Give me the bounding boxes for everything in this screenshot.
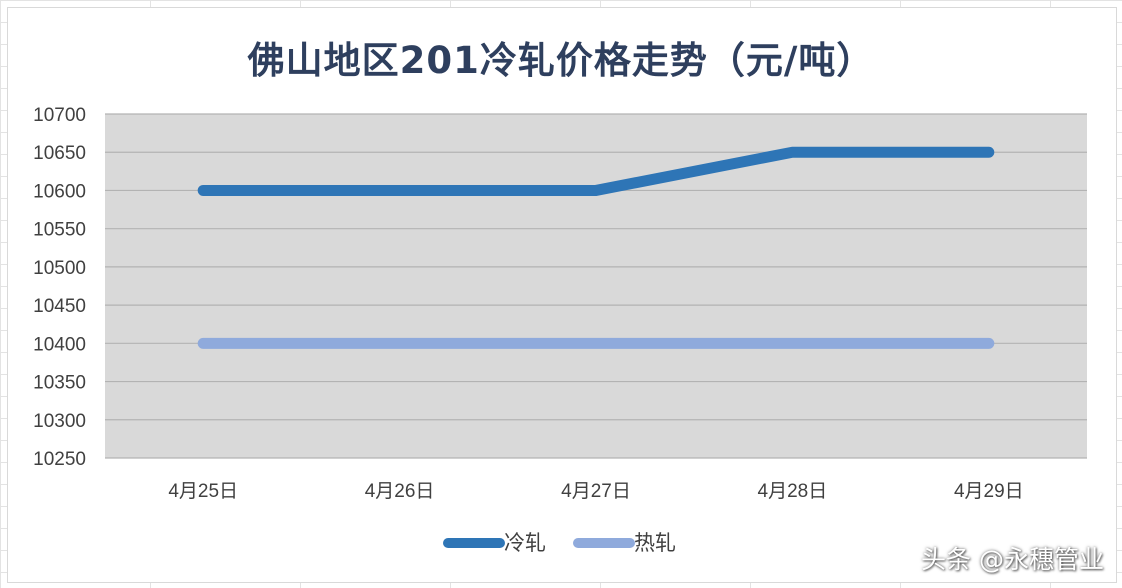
y-tick-label: 10450 (33, 296, 86, 317)
y-tick-label: 10400 (33, 334, 86, 355)
x-tick-label: 4月29日 (954, 481, 1024, 502)
y-tick-label: 10650 (33, 143, 86, 164)
y-tick-label: 10550 (33, 220, 86, 241)
y-tick-label: 10700 (33, 105, 86, 126)
y-tick-label: 10350 (33, 373, 86, 394)
y-tick-label: 10300 (33, 411, 86, 432)
series-lines (197, 146, 995, 349)
watermark: 头条 @永穗管业 (921, 545, 1104, 574)
series-line (197, 146, 995, 196)
x-tick-label: 4月28日 (758, 481, 828, 502)
x-tick-label: 4月25日 (168, 481, 238, 502)
y-tick-label: 10250 (33, 449, 86, 470)
x-tick-label: 4月27日 (561, 481, 631, 502)
y-tick-label: 10500 (33, 258, 86, 279)
legend-label: 热轧 (634, 531, 676, 555)
chart-title: 佛山地区201冷轧价格走势（元/吨） (247, 39, 875, 82)
plot-area[interactable] (105, 114, 1087, 458)
x-axis-ticks: 4月25日 4月26日 4月27日 4月28日 4月29日 (168, 481, 1023, 502)
legend-label: 冷轧 (504, 531, 546, 555)
x-tick-label: 4月26日 (365, 481, 435, 502)
y-tick-label: 10600 (33, 181, 86, 202)
y-axis-ticks: 10700 10650 10600 10550 10500 10450 10400 10350… (33, 105, 86, 470)
legend[interactable]: 冷轧 热轧 (443, 531, 676, 555)
